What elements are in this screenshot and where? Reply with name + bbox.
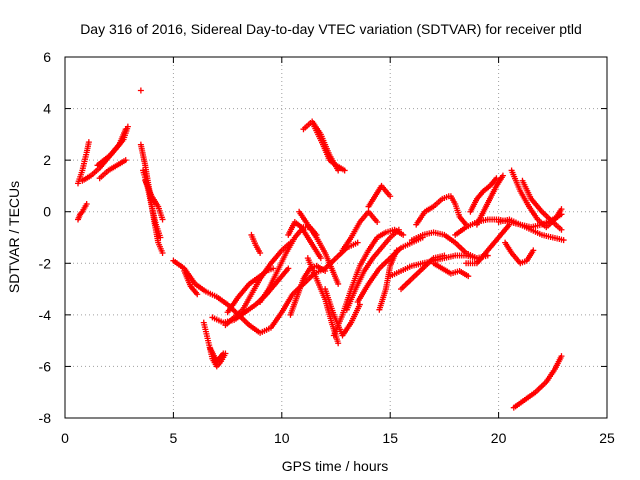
series-track-9 [142, 177, 166, 223]
series-track-29 [343, 226, 402, 313]
y-tick-label: -2 [39, 255, 52, 271]
series-track-47 [510, 353, 565, 411]
x-tick-label: 25 [599, 430, 615, 446]
series-track-11 [181, 268, 201, 298]
x-tick-label: 15 [382, 430, 398, 446]
series-track-41 [467, 175, 500, 215]
series-track-40 [463, 221, 513, 267]
grid [65, 57, 607, 418]
series-track-12 [200, 319, 229, 370]
series-track-42 [473, 172, 506, 228]
y-tick-label: -8 [39, 410, 52, 426]
series-track-37 [430, 260, 472, 280]
series-track-38 [447, 193, 470, 228]
x-tick-label: 0 [61, 430, 69, 446]
x-tick-label: 20 [491, 430, 507, 446]
y-axis-label: SDTVAR / TECUs [6, 181, 22, 293]
series-track-1 [75, 200, 90, 223]
y-tick-label: 4 [43, 101, 51, 117]
series-track-27 [330, 226, 407, 339]
y-tick-label: -6 [39, 358, 52, 374]
series-track-28 [339, 208, 381, 254]
series-track-4 [94, 123, 131, 169]
y-tick-label: -4 [39, 307, 52, 323]
y-tick-label: 2 [43, 152, 51, 168]
series-track-22 [296, 208, 342, 287]
x-axis-label: GPS time / hours [282, 458, 389, 474]
series-track-45 [508, 167, 565, 231]
series-track-46 [519, 177, 565, 233]
series-track-18 [248, 231, 264, 256]
series-track-44 [502, 239, 537, 267]
series-track-24 [311, 123, 348, 174]
series-track-5 [96, 157, 129, 182]
series-track-32 [365, 182, 394, 210]
series-track-16 [224, 265, 277, 316]
x-tick-label: 10 [274, 430, 290, 446]
y-tick-label: 0 [43, 204, 51, 220]
series-track-36 [413, 193, 452, 228]
series-track-34 [398, 252, 448, 293]
series-track-13 [207, 345, 227, 365]
series-track-6 [137, 87, 144, 94]
data-points [75, 87, 567, 411]
series-track-8 [140, 167, 164, 241]
axis-ticks: 0 5 10 15 20 25 -8 -6 -4 -2 0 2 4 6 [39, 49, 615, 446]
plot-frame [64, 56, 608, 419]
series-track-20 [285, 219, 324, 262]
y-tick-label: 6 [43, 49, 51, 65]
series-track-2 [75, 139, 92, 187]
chart-title: Day 316 of 2016, Sidereal Day-to-day VTE… [80, 21, 582, 37]
x-tick-label: 5 [170, 430, 178, 446]
